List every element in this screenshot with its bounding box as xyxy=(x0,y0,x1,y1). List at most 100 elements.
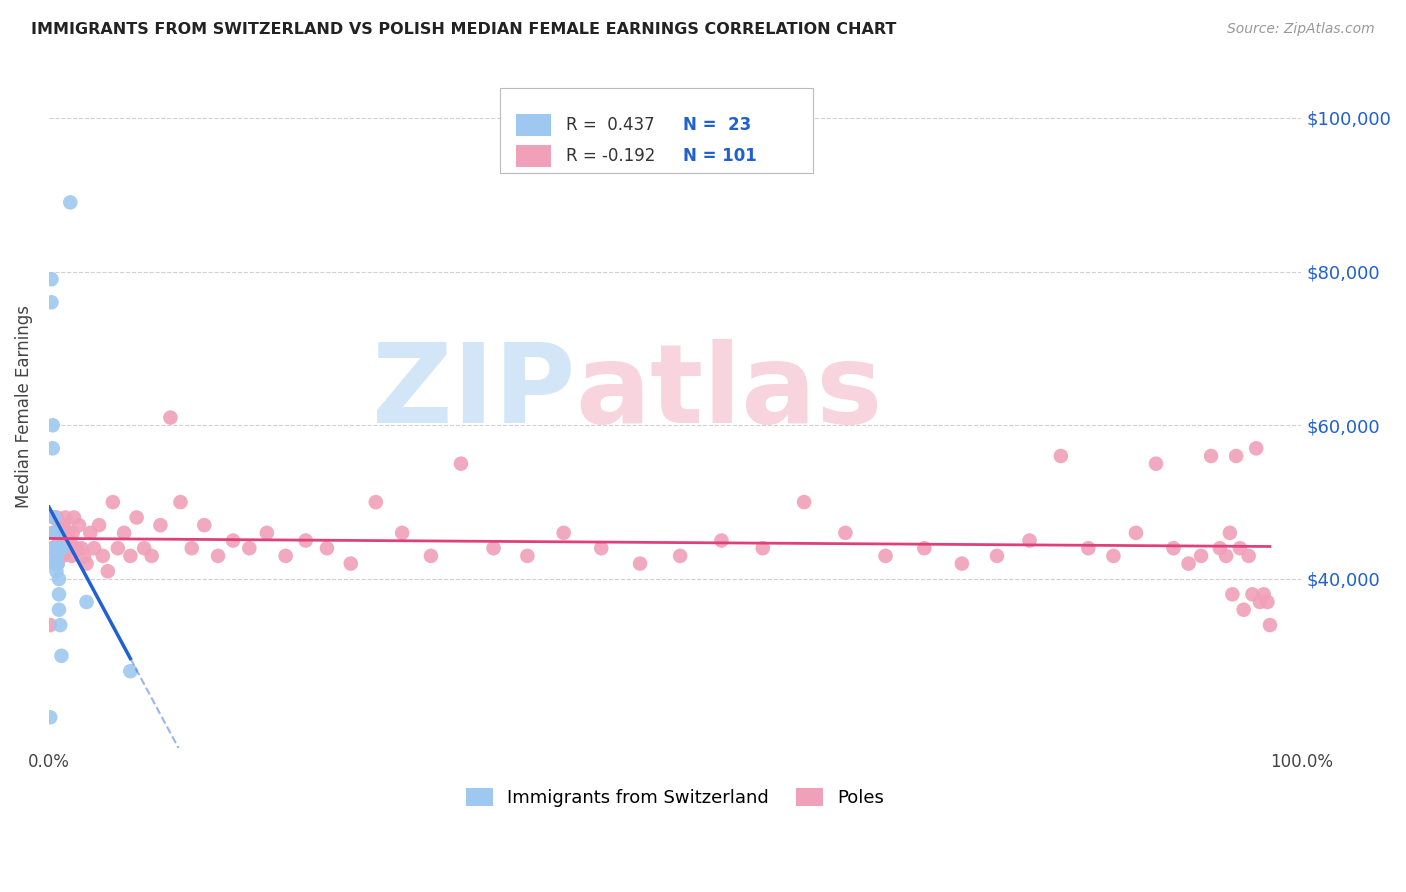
Bar xyxy=(516,114,551,136)
Point xyxy=(39,618,62,632)
Point xyxy=(42,525,65,540)
Point xyxy=(1237,549,1260,563)
Point xyxy=(316,541,339,556)
Point xyxy=(120,549,142,563)
Point xyxy=(55,533,77,548)
Point xyxy=(193,518,215,533)
Point xyxy=(107,541,129,556)
Point xyxy=(1177,557,1199,571)
Point xyxy=(87,518,110,533)
Text: R =  0.437: R = 0.437 xyxy=(567,116,655,134)
Point xyxy=(1244,442,1267,456)
Point xyxy=(274,549,297,563)
Point xyxy=(76,595,98,609)
Point xyxy=(1199,449,1222,463)
Text: N =  23: N = 23 xyxy=(683,116,751,134)
Point xyxy=(70,541,93,556)
Point xyxy=(134,541,156,556)
Point xyxy=(44,541,66,556)
Point xyxy=(1209,541,1232,556)
Bar xyxy=(516,145,551,167)
Point xyxy=(1125,525,1147,540)
Point xyxy=(45,564,67,578)
Point xyxy=(169,495,191,509)
Text: ZIP: ZIP xyxy=(371,339,575,446)
Point xyxy=(42,418,65,433)
Point xyxy=(48,541,70,556)
Point xyxy=(48,603,70,617)
Point xyxy=(553,525,575,540)
Point xyxy=(42,557,65,571)
Point xyxy=(912,541,935,556)
Point xyxy=(1189,549,1212,563)
Point xyxy=(59,195,82,210)
Point xyxy=(669,549,692,563)
Point xyxy=(1222,587,1244,601)
Point xyxy=(1253,587,1275,601)
Text: atlas: atlas xyxy=(575,339,883,446)
Point xyxy=(112,525,135,540)
Point xyxy=(793,495,815,509)
Point xyxy=(516,549,538,563)
Point xyxy=(834,525,856,540)
Point xyxy=(222,533,245,548)
Point xyxy=(1241,587,1264,601)
Point xyxy=(41,272,63,286)
Point xyxy=(1077,541,1099,556)
Point xyxy=(58,541,80,556)
Point xyxy=(44,557,66,571)
Point xyxy=(73,549,96,563)
Point xyxy=(125,510,148,524)
Point xyxy=(1258,618,1281,632)
Text: IMMIGRANTS FROM SWITZERLAND VS POLISH MEDIAN FEMALE EARNINGS CORRELATION CHART: IMMIGRANTS FROM SWITZERLAND VS POLISH ME… xyxy=(31,22,896,37)
Point xyxy=(46,525,69,540)
Point xyxy=(49,618,72,632)
Point xyxy=(482,541,505,556)
Point xyxy=(1018,533,1040,548)
Point xyxy=(44,525,66,540)
Point xyxy=(875,549,897,563)
Point xyxy=(49,549,72,563)
Point xyxy=(83,541,105,556)
Point xyxy=(101,495,124,509)
Point xyxy=(48,572,70,586)
Point xyxy=(986,549,1008,563)
Point xyxy=(91,549,114,563)
Point xyxy=(238,541,260,556)
Point xyxy=(51,518,73,533)
Text: N = 101: N = 101 xyxy=(683,147,756,165)
Text: Source: ZipAtlas.com: Source: ZipAtlas.com xyxy=(1227,22,1375,37)
Point xyxy=(53,510,76,524)
Point xyxy=(67,518,90,533)
Point xyxy=(51,648,73,663)
Point xyxy=(45,510,67,524)
Point xyxy=(52,549,75,563)
Point xyxy=(294,533,316,548)
Point xyxy=(628,557,651,571)
Point xyxy=(46,557,69,571)
Text: R = -0.192: R = -0.192 xyxy=(567,147,655,165)
Point xyxy=(180,541,202,556)
Point xyxy=(419,549,441,563)
Point xyxy=(752,541,775,556)
Point xyxy=(1229,541,1251,556)
Point xyxy=(364,495,387,509)
Point xyxy=(46,525,69,540)
Point xyxy=(39,710,62,724)
Point xyxy=(450,457,472,471)
Y-axis label: Median Female Earnings: Median Female Earnings xyxy=(15,304,32,508)
Point xyxy=(339,557,361,571)
Point xyxy=(207,549,229,563)
Point xyxy=(46,541,69,556)
Point xyxy=(49,518,72,533)
Point xyxy=(45,549,67,563)
Point xyxy=(149,518,172,533)
Point xyxy=(65,541,87,556)
Point xyxy=(52,541,75,556)
Point xyxy=(950,557,973,571)
Point xyxy=(1163,541,1185,556)
Legend: Immigrants from Switzerland, Poles: Immigrants from Switzerland, Poles xyxy=(458,780,891,814)
Point xyxy=(710,533,733,548)
Point xyxy=(60,549,83,563)
Point xyxy=(41,295,63,310)
